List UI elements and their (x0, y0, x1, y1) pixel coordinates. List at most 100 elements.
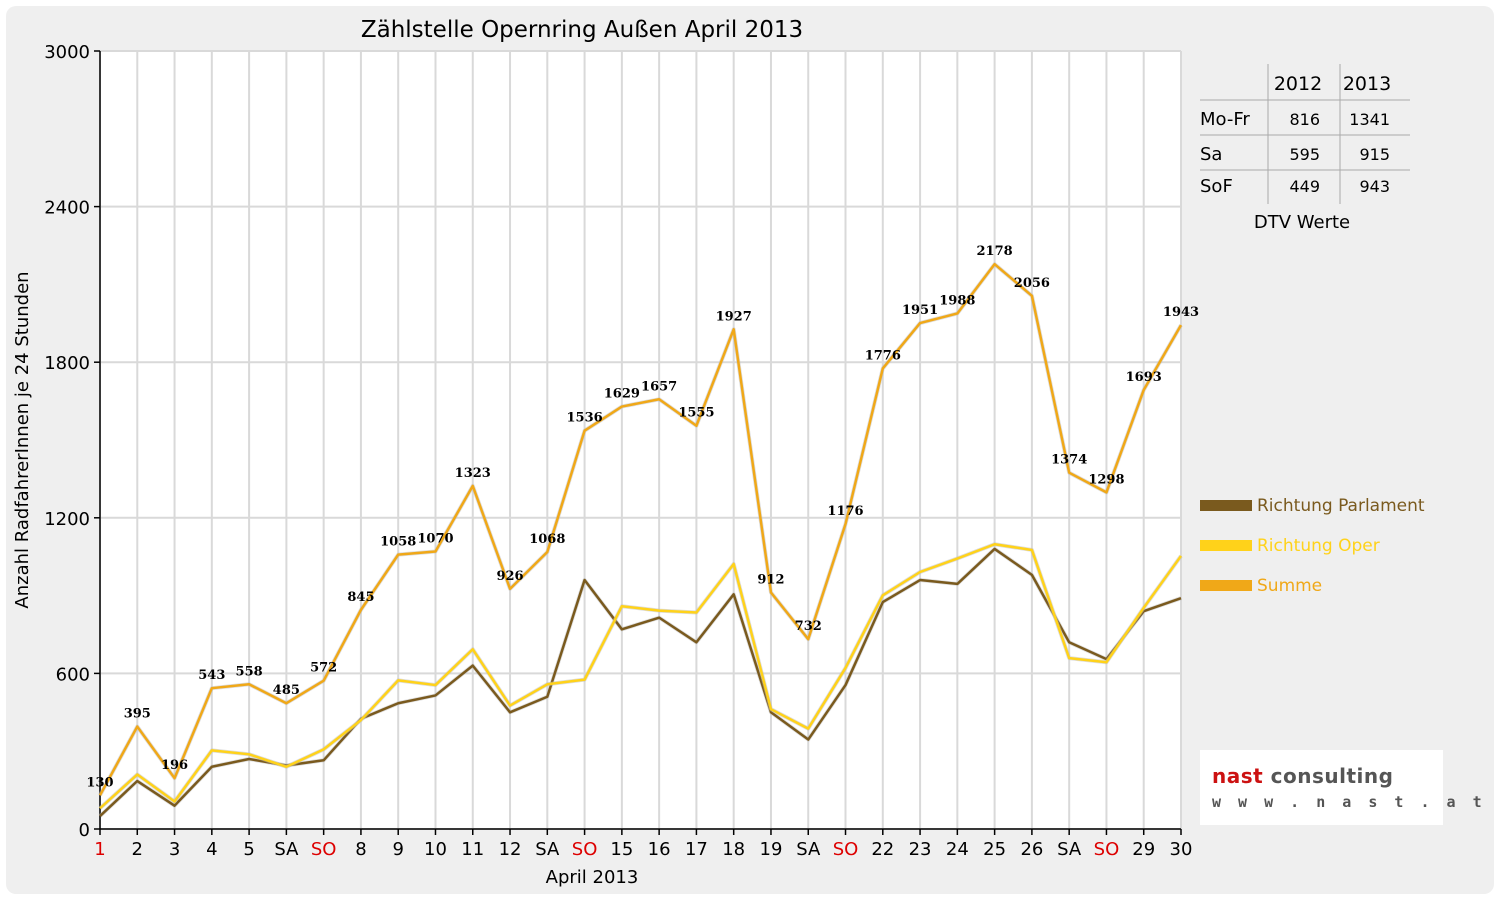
y-tick-label: 1800 (44, 353, 90, 374)
x-tick-label: 17 (685, 839, 708, 860)
dtv-cell: 1341 (1349, 110, 1390, 129)
data-label: 845 (347, 590, 374, 605)
legend-swatch-summe (1200, 580, 1252, 591)
x-tick-label: 3 (169, 839, 180, 860)
x-tick-label: 30 (1170, 839, 1193, 860)
data-label: 130 (86, 775, 113, 790)
y-axis-label: Anzahl RadfahrerInnen je 24 Stunden (12, 271, 33, 608)
x-tick-label: SA (1057, 839, 1082, 860)
x-tick-label: 12 (499, 839, 522, 860)
data-label: 1629 (604, 387, 640, 402)
legend-swatch-parlament (1200, 500, 1252, 511)
logo-url: w w w . n a s t . a t (1212, 793, 1486, 811)
data-label: 1176 (827, 504, 863, 519)
data-label: 1070 (417, 532, 453, 547)
dtv-header-2012: 2012 (1274, 73, 1322, 95)
x-tick-label: 16 (648, 839, 671, 860)
legend-label-parlament: Richtung Parlament (1257, 496, 1425, 516)
dtv-table: 2012 2013 Mo-Fr 816 1341 Sa 595 915 SoF … (1200, 64, 1410, 233)
series-line-1 (99, 543, 1183, 810)
y-tick-label: 2400 (44, 198, 90, 219)
x-tick-label: 29 (1132, 839, 1155, 860)
data-label: 572 (310, 661, 337, 676)
x-tick-label: 11 (461, 839, 484, 860)
y-tick-label: 3000 (44, 42, 90, 63)
x-tick-label: 4 (206, 839, 217, 860)
data-label: 1943 (1163, 305, 1199, 320)
legend-label-oper: Richtung Oper (1257, 536, 1380, 556)
legend-label-summe: Summe (1257, 576, 1322, 596)
data-label: 1776 (865, 348, 901, 363)
data-label: 1068 (529, 532, 565, 547)
x-tick-label: SO (833, 839, 859, 860)
x-tick-label: SA (274, 839, 299, 860)
dtv-cell: 943 (1359, 177, 1390, 196)
dtv-cell: 449 (1289, 177, 1320, 196)
company-logo: nast consulting w w w . n a s t . a t (1200, 750, 1482, 825)
axes (94, 50, 1182, 835)
data-label: 1555 (678, 406, 714, 421)
data-label: 1298 (1088, 472, 1124, 487)
data-label: 1536 (566, 411, 602, 426)
x-tick-labels: 1 2 3 4 5 SA SO 8 9 10 11 12 SA SO 15 16 17 18 19 SA SO 22 23 2… (94, 839, 1192, 860)
x-tick-label: 2 (132, 839, 143, 860)
data-label: 1951 (902, 303, 938, 318)
x-tick-label: 18 (722, 839, 745, 860)
x-tick-label: 19 (760, 839, 783, 860)
data-label: 1657 (641, 379, 677, 394)
chart-title: Zählstelle Opernring Außen April 2013 (361, 17, 803, 43)
data-label: 912 (757, 572, 784, 587)
dtv-row-label: Sa (1200, 144, 1222, 165)
data-label: 1927 (716, 309, 752, 324)
legend: Richtung Parlament Richtung Oper Summe (1200, 496, 1425, 596)
data-label: 485 (273, 683, 300, 698)
dtv-cell: 915 (1359, 145, 1390, 164)
data-label: 196 (161, 758, 188, 773)
x-tick-label: 24 (946, 839, 969, 860)
x-tick-label: 22 (871, 839, 894, 860)
data-label: 395 (124, 707, 151, 722)
data-label: 1058 (380, 535, 416, 550)
x-tick-label: SA (796, 839, 821, 860)
y-tick-labels: 0 600 1200 1800 2400 3000 (44, 42, 90, 841)
data-label: 1374 (1051, 453, 1087, 468)
x-tick-label: SO (311, 839, 337, 860)
data-label: 1323 (455, 466, 491, 481)
x-tick-label: 5 (243, 839, 254, 860)
data-label: 2178 (977, 244, 1013, 259)
x-tick-label: 8 (355, 839, 366, 860)
series-lines (98, 262, 1183, 818)
legend-swatch-oper (1200, 540, 1252, 551)
x-tick-label: 1 (94, 839, 105, 860)
logo-brand: nast consulting (1212, 764, 1394, 788)
dtv-row-label: SoF (1200, 176, 1233, 197)
data-label: 732 (795, 619, 822, 634)
data-label: 1693 (1126, 370, 1162, 385)
x-tick-label: SO (572, 839, 598, 860)
data-label: 1988 (939, 293, 975, 308)
data-label: 2056 (1014, 276, 1050, 291)
x-tick-label: SO (1094, 839, 1120, 860)
x-tick-label: SA (535, 839, 560, 860)
dtv-cell: 595 (1289, 145, 1320, 164)
dtv-header-2013: 2013 (1343, 73, 1391, 95)
x-tick-label: 23 (909, 839, 932, 860)
x-tick-label: 26 (1020, 839, 1043, 860)
dtv-row-label: Mo-Fr (1200, 109, 1250, 130)
data-label: 558 (236, 664, 263, 679)
dtv-cell: 816 (1289, 110, 1320, 129)
y-tick-label: 1200 (44, 509, 90, 530)
plot-area (100, 51, 1181, 829)
dtv-caption: DTV Werte (1254, 212, 1350, 233)
x-axis-label: April 2013 (546, 867, 639, 888)
x-tick-label: 25 (983, 839, 1006, 860)
y-tick-label: 0 (79, 820, 90, 841)
data-label: 926 (496, 569, 523, 584)
data-label: 543 (198, 668, 225, 683)
y-tick-label: 600 (56, 664, 90, 685)
series-line-2 (98, 262, 1183, 796)
x-tick-label: 15 (610, 839, 633, 860)
gridlines (99, 50, 1182, 830)
data-labels: 130 395 196 543 558 485 572 845 1058 1070 1323 926 1… (86, 244, 1199, 790)
